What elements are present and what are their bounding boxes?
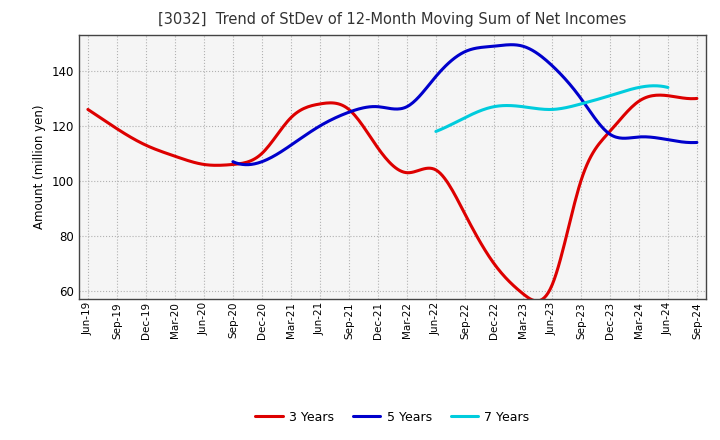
Line: 7 Years: 7 Years: [436, 86, 668, 132]
Line: 5 Years: 5 Years: [233, 45, 697, 165]
5 Years: [652, 135, 661, 140]
7 Years: [627, 87, 636, 92]
7 Years: [664, 85, 672, 90]
3 Years: [446, 184, 455, 190]
5 Years: [693, 140, 701, 145]
Y-axis label: Amount (million yen): Amount (million yen): [33, 105, 46, 229]
5 Years: [243, 162, 251, 167]
7 Years: [642, 84, 650, 89]
5 Years: [516, 43, 524, 48]
5 Years: [508, 42, 516, 48]
7 Years: [431, 129, 440, 134]
3 Years: [638, 97, 647, 102]
3 Years: [693, 96, 701, 101]
Line: 3 Years: 3 Years: [88, 95, 697, 301]
7 Years: [570, 103, 578, 108]
5 Years: [505, 42, 513, 48]
Title: [3032]  Trend of StDev of 12-Month Moving Sum of Net Incomes: [3032] Trend of StDev of 12-Month Moving…: [158, 12, 626, 27]
5 Years: [506, 42, 515, 48]
3 Years: [599, 136, 608, 142]
5 Years: [623, 136, 631, 141]
3 Years: [456, 203, 465, 208]
5 Years: [228, 159, 237, 164]
Legend: 3 Years, 5 Years, 7 Years: 3 Years, 5 Years, 7 Years: [251, 406, 534, 429]
7 Years: [574, 102, 582, 107]
7 Years: [649, 83, 658, 88]
3 Years: [84, 107, 92, 112]
3 Years: [86, 108, 94, 114]
3 Years: [531, 298, 540, 304]
3 Years: [444, 181, 453, 187]
7 Years: [432, 128, 441, 134]
7 Years: [569, 103, 577, 109]
3 Years: [656, 92, 665, 98]
5 Years: [230, 160, 239, 165]
